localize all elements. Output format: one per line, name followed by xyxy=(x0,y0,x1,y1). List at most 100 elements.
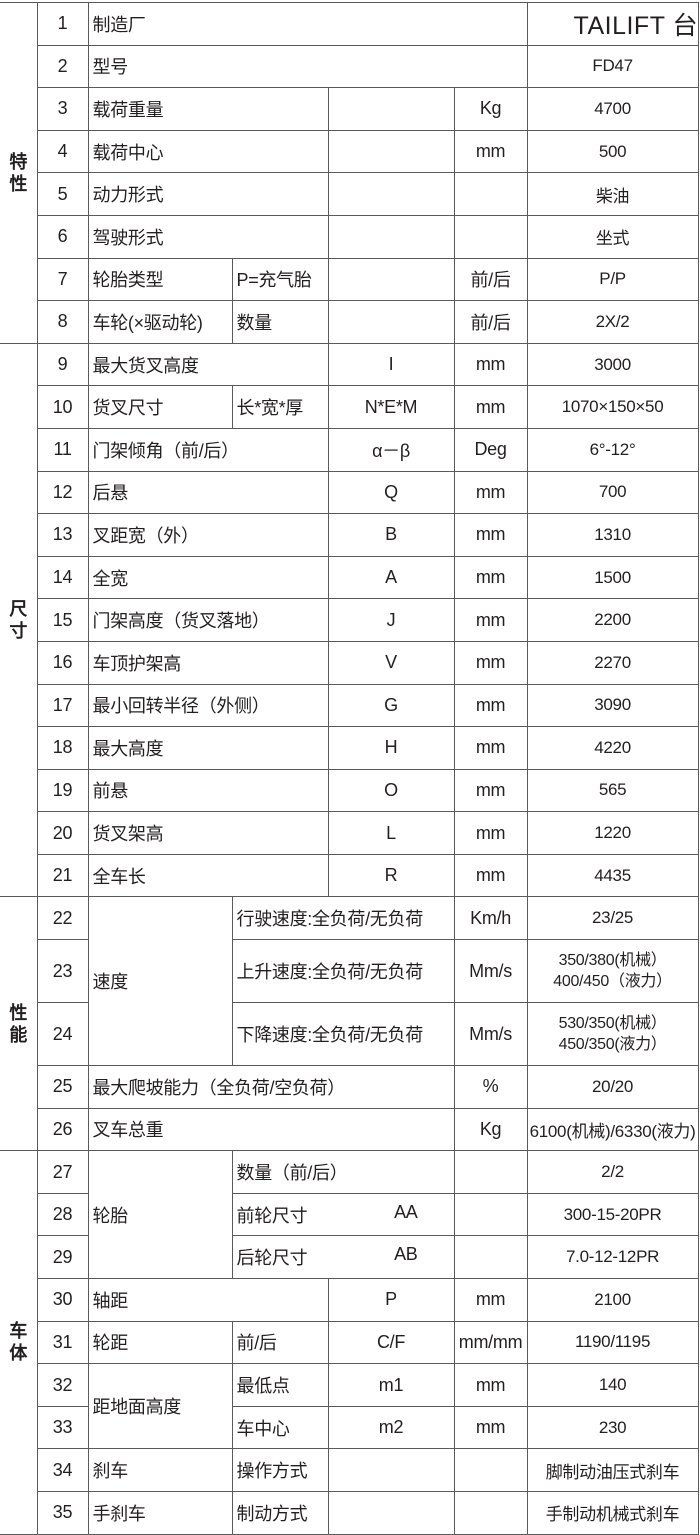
spec-value: 3090 xyxy=(526,683,699,728)
spec-sub: 下降速度:全负荷/无负荷 xyxy=(231,1002,455,1067)
table-row: 8 车轮(×驱动轮) 数量 前/后 2X/2 xyxy=(0,300,699,344)
spec-unit: mm xyxy=(453,811,528,855)
spec-unit: mm xyxy=(453,640,528,685)
row-number: 11 xyxy=(36,427,89,472)
spec-code xyxy=(327,129,455,174)
spec-code: H xyxy=(327,726,455,770)
spec-value: 脚制动油压式刹车 xyxy=(526,1448,699,1492)
table-row: 35 手刹车 制动方式 手制动机械式刹车 xyxy=(0,1491,699,1535)
spec-name: 制造厂 xyxy=(87,2,528,46)
spec-value: 4700 xyxy=(526,87,699,131)
spec-unit: mm/mm xyxy=(453,1320,528,1365)
spec-code: A xyxy=(327,555,455,600)
spec-value: TAILIFT 台 xyxy=(526,2,699,46)
spec-unit: Deg xyxy=(453,427,528,472)
spec-value: 530/350(机械） 450/350(液力） xyxy=(526,1002,699,1067)
row-number: 33 xyxy=(36,1405,89,1450)
row-number: 4 xyxy=(36,129,89,174)
spec-name: 最小回转半径（外侧） xyxy=(87,683,329,728)
spec-value: 23/25 xyxy=(526,896,699,941)
spec-unit: mm xyxy=(453,726,528,770)
row-number: 16 xyxy=(36,640,89,685)
spec-value: 1190/1195 xyxy=(526,1320,699,1365)
row-number: 3 xyxy=(36,87,89,131)
spec-unit xyxy=(453,1192,528,1237)
spec-value: 6°-12° xyxy=(526,427,699,472)
spec-unit: mm xyxy=(453,342,528,387)
spec-unit: Km/h xyxy=(453,896,528,941)
table-row: 25 最大爬坡能力（全负荷/空负荷）% 20/20 xyxy=(0,1065,699,1109)
spec-value: 1220 xyxy=(526,811,699,855)
spec-sub: 行驶速度:全负荷/无负荷 xyxy=(231,896,455,941)
spec-code: AB xyxy=(394,1244,418,1265)
spec-name: 轮胎类型 xyxy=(87,257,233,302)
row-number: 34 xyxy=(36,1448,89,1492)
spec-value: 坐式 xyxy=(526,214,699,259)
section-label: 尺寸 xyxy=(0,342,38,898)
spec-unit xyxy=(453,1448,528,1492)
row-number: 32 xyxy=(36,1363,89,1407)
spec-value: 2100 xyxy=(526,1278,699,1322)
row-number: 8 xyxy=(36,300,89,344)
row-number: 6 xyxy=(36,214,89,259)
spec-value: 4220 xyxy=(526,726,699,770)
spec-unit: mm xyxy=(453,598,528,642)
spec-value: 350/380(机械） 400/450（液力） xyxy=(526,939,699,1004)
table-row: 车体 27 轮胎 数量（前/后） 2/2 xyxy=(0,1150,699,1535)
row-number: 17 xyxy=(36,683,89,728)
spec-unit: mm xyxy=(453,1278,528,1322)
row-number: 20 xyxy=(36,811,89,855)
table-row: 3 载荷重量 Kg 4700 xyxy=(0,87,699,131)
section-label: 性能 xyxy=(0,896,38,1152)
spec-code xyxy=(327,87,455,131)
spec-name: 最大货叉高度 xyxy=(87,342,329,387)
spec-value: 6100(机械)/6330(液力) xyxy=(526,1107,699,1152)
spec-sub: 前/后 xyxy=(231,1320,329,1365)
spec-unit: mm xyxy=(453,1405,528,1450)
spec-code xyxy=(327,172,455,216)
spec-unit: mm xyxy=(453,470,528,515)
row-number: 2 xyxy=(36,44,89,89)
spec-unit: mm xyxy=(453,853,528,898)
row-number: 7 xyxy=(36,257,89,302)
row-number: 14 xyxy=(36,555,89,600)
row-number: 23 xyxy=(36,939,89,1004)
spec-code xyxy=(327,257,455,302)
row-number: 19 xyxy=(36,768,89,813)
spec-name: 货叉尺寸 xyxy=(87,385,233,429)
section-label-text: 特性 xyxy=(9,151,28,194)
spec-name: 轮距 xyxy=(87,1320,233,1365)
spec-value: 2X/2 xyxy=(526,300,699,344)
row-number: 21 xyxy=(36,853,89,898)
table-row: 34 刹车 操作方式 脚制动油压式刹车 xyxy=(0,1448,699,1492)
row-number: 27 xyxy=(36,1150,89,1194)
spec-name: 驾驶形式 xyxy=(87,214,329,259)
spec-code: α－β xyxy=(327,427,455,472)
row-number: 28 xyxy=(36,1192,89,1237)
section-label: 车体 xyxy=(0,1150,38,1535)
spec-name: 距地面高度 xyxy=(87,1363,233,1450)
spec-value: 140 xyxy=(526,1363,699,1407)
spec-value: 1310 xyxy=(526,513,699,557)
spec-unit xyxy=(453,214,528,259)
spec-unit: mm xyxy=(453,513,528,557)
row-number: 1 xyxy=(36,2,89,46)
spec-unit xyxy=(453,1150,528,1194)
spec-sub-cell: 后轮尺寸 AB xyxy=(231,1235,455,1280)
row-number: 30 xyxy=(36,1278,89,1322)
table-row: 5 动力形式 柴油 xyxy=(0,172,699,216)
spec-sub: 车中心 xyxy=(231,1405,329,1450)
spec-code: I xyxy=(327,342,455,387)
row-number: 5 xyxy=(36,172,89,216)
table-row: 7 轮胎类型 P=充气胎 前/后 P/P xyxy=(0,257,699,302)
row-number: 35 xyxy=(36,1491,89,1535)
spec-unit xyxy=(453,172,528,216)
row-number: 10 xyxy=(36,385,89,429)
spec-code: V xyxy=(327,640,455,685)
spec-code: AA xyxy=(394,1201,418,1222)
spec-name: 刹车 xyxy=(87,1448,233,1492)
